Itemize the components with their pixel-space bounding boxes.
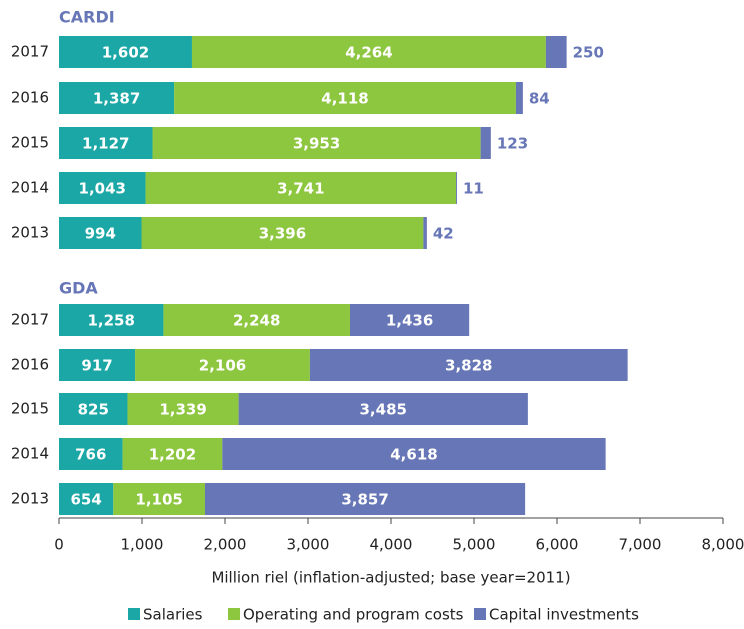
legend-label: Capital investments: [489, 606, 639, 624]
value-label: 42: [433, 225, 454, 243]
value-label: 84: [529, 90, 550, 108]
value-label: 1,105: [135, 491, 182, 509]
bar-segment: [59, 82, 175, 114]
bar-segment: [191, 36, 546, 68]
value-label: 1,436: [386, 312, 433, 330]
panel-title: GDA: [59, 279, 98, 298]
bar-segment: [122, 438, 223, 470]
value-label: 994: [85, 225, 116, 243]
y-tick-label: 2017: [11, 43, 49, 61]
value-label: 3,828: [445, 357, 492, 375]
panel-title: CARDI: [59, 8, 115, 27]
value-label: 4,118: [321, 90, 368, 108]
y-tick-label: 2017: [11, 311, 49, 329]
y-tick-label: 2013: [11, 490, 49, 508]
value-label: 654: [70, 491, 101, 509]
x-axis-label: Million riel (inflation-adjusted; base y…: [211, 569, 570, 587]
bar-segment: [238, 393, 528, 425]
value-label: 1,202: [149, 446, 196, 464]
value-label: 1,127: [82, 135, 129, 153]
value-label: 250: [573, 44, 604, 62]
y-tick-label: 2016: [11, 89, 49, 107]
bar-segment: [174, 82, 516, 114]
value-label: 917: [81, 357, 112, 375]
value-label: 4,618: [390, 446, 437, 464]
bar-segment: [59, 172, 146, 204]
bar-segment: [222, 438, 606, 470]
y-tick-label: 2013: [11, 224, 49, 242]
bar-segment: [59, 217, 142, 249]
value-label: 2,106: [199, 357, 246, 375]
x-tick-label: 2,000: [204, 536, 247, 554]
value-label: 123: [497, 135, 528, 153]
bar-segment: [59, 349, 136, 381]
value-label: 1,043: [79, 180, 126, 198]
value-label: 3,953: [293, 135, 340, 153]
value-label: 3,741: [277, 180, 324, 198]
y-tick-label: 2015: [11, 400, 49, 418]
value-label: 1,602: [102, 44, 149, 62]
value-label: 11: [463, 180, 484, 198]
value-label: 1,339: [159, 401, 206, 419]
bar-segment: [59, 438, 123, 470]
x-tick-label: 1,000: [121, 536, 164, 554]
x-tick-label: 0: [54, 536, 64, 554]
y-tick-label: 2016: [11, 356, 49, 374]
value-label: 766: [75, 446, 106, 464]
value-label: 1,258: [87, 312, 134, 330]
x-tick-label: 7,000: [619, 536, 662, 554]
x-tick-label: 6,000: [536, 536, 579, 554]
bar-segment: [59, 393, 128, 425]
bar-segment: [163, 304, 350, 336]
bar-segment: [204, 483, 526, 515]
value-label: 4,264: [345, 44, 392, 62]
bar-segment: [135, 349, 310, 381]
legend-swatch: [474, 608, 486, 620]
bar-segment: [456, 172, 457, 204]
value-label: 2,248: [233, 312, 280, 330]
value-label: 3,396: [259, 225, 306, 243]
y-tick-label: 2014: [11, 445, 49, 463]
x-tick-label: 5,000: [453, 536, 496, 554]
bar-segment: [545, 36, 567, 68]
legend-label: Operating and program costs: [243, 606, 464, 624]
bar-segment: [59, 483, 114, 515]
bar-segment: [152, 127, 481, 159]
x-tick-label: 4,000: [370, 536, 413, 554]
bar-segment: [309, 349, 628, 381]
value-label: 3,485: [360, 401, 407, 419]
y-tick-label: 2014: [11, 179, 49, 197]
x-tick-label: 3,000: [287, 536, 330, 554]
bar-segment: [59, 36, 192, 68]
value-label: 1,387: [93, 90, 140, 108]
y-tick-label: 2015: [11, 134, 49, 152]
value-label: 825: [78, 401, 109, 419]
bar-segment: [141, 217, 424, 249]
bar-segment: [113, 483, 205, 515]
bar-segment: [515, 82, 523, 114]
bar-segment: [349, 304, 470, 336]
bar-segment: [59, 127, 153, 159]
bar-segment: [145, 172, 457, 204]
bar-segment: [59, 304, 164, 336]
bar-segment: [127, 393, 239, 425]
x-tick-label: 8,000: [702, 536, 744, 554]
bar-segment: [423, 217, 427, 249]
bar-segment: [480, 127, 491, 159]
legend-label: Salaries: [143, 606, 203, 624]
legend-swatch: [128, 608, 140, 620]
legend-swatch: [228, 608, 240, 620]
value-label: 3,857: [341, 491, 388, 509]
